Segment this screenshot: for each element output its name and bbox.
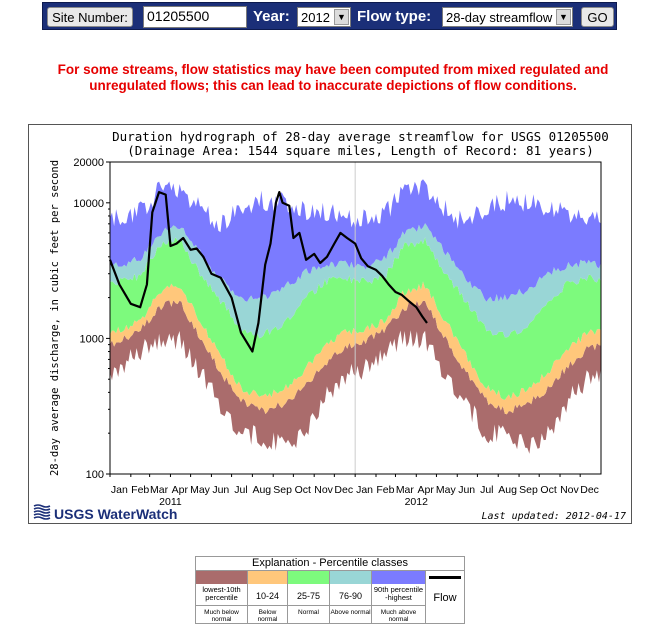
legend-class-below: 10-24 Below normal [248, 571, 288, 624]
x-month-label-9: Oct [295, 484, 311, 496]
x-month-label-7: Aug [252, 484, 271, 496]
x-month-label-15: Apr [418, 484, 435, 496]
chart-title: Duration hydrograph of 28-day average st… [112, 129, 609, 144]
flow-line [108, 191, 428, 353]
x-month-label-12: Jan [356, 484, 373, 496]
year-label: Year: [253, 8, 290, 25]
site-number-button[interactable]: Site Number: [47, 7, 133, 27]
legend-swatch [196, 571, 247, 584]
x-month-label-19: Aug [498, 484, 517, 496]
band-10-24 [110, 281, 601, 415]
regulation-warning: For some streams, flow statistics may ha… [0, 62, 666, 94]
duration-hydrograph-chart: Duration hydrograph of 28-day average st… [28, 124, 632, 524]
legend-desc: Much below normal [204, 609, 239, 623]
flow-type-label: Flow type: [357, 8, 432, 25]
x-month-label-0: Jan [111, 484, 128, 496]
x-month-label-10: Nov [314, 484, 333, 496]
legend-class-flow: Flow [426, 571, 464, 624]
legend-swatch [288, 571, 329, 584]
legend-class-normal: 25-75 Normal [288, 571, 330, 624]
legend-swatch [372, 571, 425, 584]
site-number-input[interactable]: 01205500 [143, 6, 247, 28]
x-month-label-1: Feb [131, 484, 149, 496]
legend-range: 90th percentile -highest [373, 585, 424, 602]
year-select[interactable]: 2012 ▼ [297, 7, 351, 27]
flow-type-select[interactable]: 28-day streamflow ▼ [442, 7, 573, 27]
x-month-label-6: Jul [234, 484, 247, 496]
legend-desc: Above normal [330, 609, 371, 616]
legend-desc: Below normal [257, 609, 278, 623]
x-month-label-21: Oct [540, 484, 556, 496]
y-tick-label-3: 100 [86, 469, 104, 481]
x-year-label-1: 2012 [405, 496, 429, 508]
y-axis-label: 28-day average discharge, in cubic feet … [49, 160, 61, 476]
x-month-label-16: May [436, 484, 457, 496]
chevron-down-icon[interactable]: ▼ [334, 9, 349, 25]
x-month-label-18: Jul [480, 484, 493, 496]
last-updated: Last updated: 2012-04-17 [482, 511, 627, 522]
legend-range: 76-90 [338, 591, 363, 601]
legend-swatch [330, 571, 371, 584]
site-form-bar: Site Number: 01205500 Year: 2012 ▼ Flow … [42, 2, 617, 30]
legend-flow-label: Flow [433, 592, 457, 604]
x-year-label-0: 2011 [159, 496, 182, 508]
legend-swatch [248, 571, 287, 584]
x-month-label-2: Mar [150, 484, 169, 496]
band-76-90 [110, 223, 601, 339]
warning-line-1: For some streams, flow statistics may ha… [57, 62, 609, 77]
x-month-label-11: Dec [334, 484, 353, 496]
chart-subtitle: (Drainage Area: 1544 square miles, Lengt… [127, 143, 594, 158]
band-lowest-10th [110, 300, 601, 454]
x-month-label-14: Mar [396, 484, 415, 496]
chevron-down-icon[interactable]: ▼ [556, 9, 571, 25]
x-month-label-13: Feb [376, 484, 394, 496]
legend-desc: Normal [298, 609, 319, 616]
x-month-label-8: Sep [273, 484, 292, 496]
legend-class-much-above: 90th percentile -highest Much above norm… [372, 571, 426, 624]
usgs-logo-icon [33, 504, 51, 520]
go-button[interactable]: GO [581, 7, 614, 27]
x-month-label-3: Apr [172, 484, 189, 496]
legend-range: 25-75 [296, 591, 321, 601]
year-select-value: 2012 [301, 10, 330, 25]
warning-line-2: unregulated flows; this can lead to inac… [89, 78, 577, 93]
x-month-label-23: Dec [580, 484, 599, 496]
y-tick-label-0: 20000 [73, 157, 104, 169]
legend-desc: Much above normal [380, 609, 417, 623]
legend-class-much-below: lowest-10th percentile Much below normal [196, 571, 248, 624]
x-month-label-22: Nov [560, 484, 579, 496]
x-month-label-4: May [190, 484, 211, 496]
legend-title: Explanation - Percentile classes [196, 557, 464, 571]
y-tick-label-2: 1000 [80, 333, 104, 345]
x-month-label-17: Jun [458, 484, 475, 496]
legend-range: 10-24 [255, 591, 280, 601]
flow-type-select-value: 28-day streamflow [446, 10, 553, 25]
logo-text: USGS WaterWatch [54, 506, 177, 522]
legend-range: lowest-10th percentile [202, 585, 241, 602]
y-tick-label-1: 10000 [73, 198, 104, 210]
x-month-label-20: Sep [519, 484, 538, 496]
legend-class-above: 76-90 Above normal [330, 571, 372, 624]
legend-flow-line [429, 576, 461, 579]
x-month-label-5: Jun [212, 484, 229, 496]
percentile-legend: Explanation - Percentile classes lowest-… [195, 556, 465, 624]
